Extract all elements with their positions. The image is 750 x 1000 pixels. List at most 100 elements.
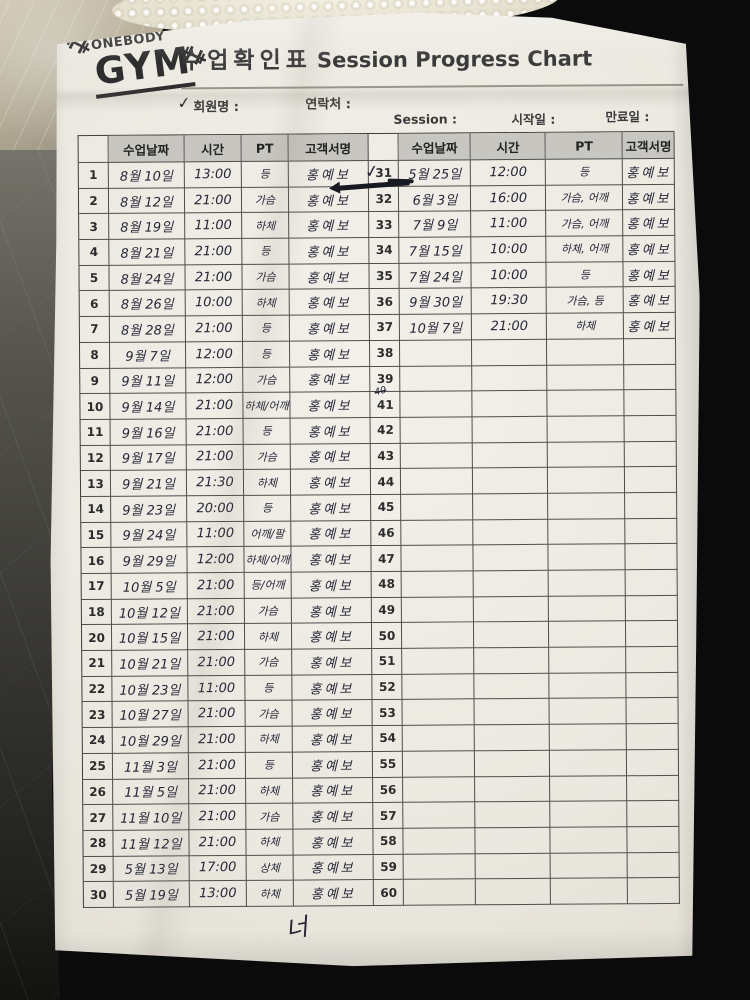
signature-cell — [627, 750, 679, 776]
date-cell — [401, 443, 473, 469]
date-cell: 8월 24일 — [109, 265, 185, 291]
time-cell: 11:00 — [471, 211, 546, 237]
time-cell — [475, 751, 550, 777]
time-cell — [472, 340, 547, 366]
time-cell: 21:00 — [188, 599, 245, 625]
date-cell: 10월 21일 — [112, 650, 188, 676]
column-header-date: 수업날짜 — [109, 135, 185, 163]
pt-cell: 하체/어깨 — [243, 393, 290, 419]
signature-cell — [627, 698, 679, 724]
time-cell: 19:30 — [472, 288, 547, 314]
signature-cell: 홍예보 — [624, 287, 676, 313]
row-number-cell: 20 — [82, 625, 112, 651]
date-cell — [401, 417, 473, 443]
pt-cell: 가슴 — [242, 187, 289, 213]
date-cell — [404, 854, 476, 880]
row-number-cell: 10 — [80, 394, 110, 420]
row-number-cell: 12 — [81, 445, 111, 471]
time-cell: 21:00 — [187, 444, 244, 470]
row-number-cell: 25 — [83, 754, 113, 780]
time-cell: 21:00 — [185, 188, 242, 214]
signature-cell: 홍예보 — [294, 880, 374, 906]
row-number-cell: 16 — [81, 548, 111, 574]
pt-cell — [549, 519, 626, 545]
time-cell: 21:00 — [187, 419, 244, 445]
row-number-cell: 29 — [84, 856, 114, 882]
pt-cell: 등 — [546, 159, 623, 185]
pt-cell — [549, 596, 626, 622]
date-cell: 9월 21일 — [111, 471, 187, 497]
signature-cell — [627, 775, 679, 801]
time-cell: 12:00 — [187, 547, 244, 573]
column-header-pt: PT — [242, 135, 289, 162]
signature-cell — [627, 673, 679, 699]
date-cell: 9월 29일 — [111, 548, 187, 574]
date-cell: 7월 24일 — [400, 263, 472, 289]
pt-cell: 가슴 — [243, 367, 290, 393]
pt-cell: 등 — [243, 341, 290, 367]
signature-cell — [625, 467, 677, 493]
time-cell: 21:00 — [189, 753, 246, 779]
pt-cell — [548, 390, 625, 416]
date-cell: 9월 16일 — [111, 419, 187, 445]
date-cell — [404, 828, 476, 854]
time-cell — [474, 622, 549, 648]
signature-cell — [626, 621, 678, 647]
row-number-cell: 59 — [374, 854, 404, 880]
date-cell — [402, 623, 474, 649]
date-cell — [402, 520, 474, 546]
row-number-cell: 7 — [80, 317, 110, 343]
pt-cell: 하체, 어깨 — [547, 236, 624, 262]
row-number-cell: 33 — [369, 212, 399, 238]
pt-cell: 하체 — [547, 313, 624, 339]
row-number-cell: 44 — [371, 469, 401, 495]
time-cell — [475, 674, 550, 700]
time-cell: 13:00 — [190, 881, 247, 907]
row-number-cell: 1 — [79, 163, 109, 189]
pt-cell — [550, 699, 627, 725]
row-number-cell: 3 — [79, 214, 109, 240]
pt-cell: 하체 — [244, 470, 291, 496]
time-cell: 21:00 — [188, 650, 245, 676]
session-table-left: 수업날짜 시간 PT 고객서명 1 8월 10일 13:00 등 홍예보 2 8… — [78, 133, 374, 908]
row-number-cell: 26 — [83, 779, 113, 805]
time-cell: 21:00 — [186, 316, 243, 342]
barbell-icon — [179, 43, 209, 68]
time-cell — [473, 494, 548, 520]
date-cell: 9월 30일 — [400, 289, 472, 315]
number-column-header — [79, 136, 109, 163]
row-number-cell: 50 — [372, 623, 402, 649]
row-number-cell: 57 — [374, 803, 404, 829]
date-cell — [403, 648, 475, 674]
column-header-signature: 고객서명 — [289, 134, 369, 162]
bottom-handwriting-scribble: 너 — [283, 912, 309, 945]
pt-cell: 가슴, 어깨 — [546, 211, 623, 237]
time-cell — [476, 853, 551, 879]
date-cell: 9월 14일 — [110, 394, 186, 420]
row-number-cell: 6 — [80, 291, 110, 317]
pt-cell: 하체 — [246, 778, 293, 804]
pt-cell: 등 — [243, 316, 290, 342]
time-cell: 12:00 — [186, 367, 243, 393]
pt-cell: 등 — [245, 675, 292, 701]
row-number-cell: 14 — [81, 497, 111, 523]
signature-cell: 홍예보 — [290, 289, 370, 315]
signature-cell — [625, 441, 677, 467]
row-number-cell: 38 — [370, 341, 400, 367]
time-cell: 21:30 — [187, 470, 244, 496]
row-number-cell: 60 — [374, 880, 404, 906]
date-cell — [404, 802, 476, 828]
pt-cell: 등 — [242, 239, 289, 265]
time-cell: 21:00 — [472, 314, 547, 340]
date-cell — [403, 725, 475, 751]
date-cell: 11월 5일 — [113, 779, 189, 805]
row-number-cell: 4 — [79, 240, 109, 266]
time-cell: 20:00 — [187, 496, 244, 522]
signature-cell — [624, 339, 676, 365]
signature-cell: 홍예보 — [291, 546, 371, 572]
time-cell: 21:00 — [185, 265, 242, 291]
signature-cell: 홍예보 — [292, 598, 372, 624]
pt-cell: 하체 — [245, 624, 292, 650]
date-cell — [401, 494, 473, 520]
date-cell — [403, 700, 475, 726]
